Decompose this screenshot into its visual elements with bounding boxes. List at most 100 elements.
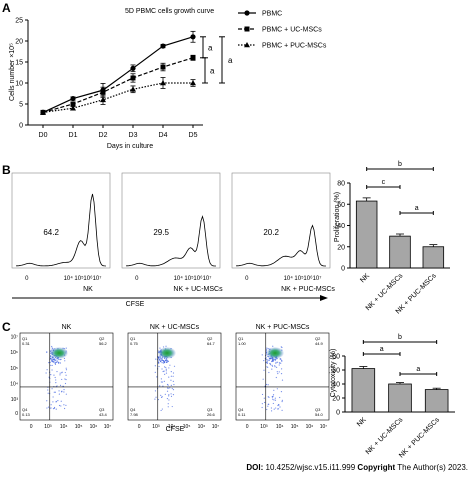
dotplot-point (280, 390, 283, 393)
dotplot-point (59, 362, 62, 364)
dotplot-point (56, 385, 58, 387)
dotplot-point (53, 407, 55, 409)
dotplot-point (65, 393, 67, 395)
dotplot-point (281, 409, 283, 411)
growth-data-point (100, 89, 106, 95)
dotplot-point (165, 370, 167, 372)
histogram-x-tick-label: 0 (25, 276, 29, 282)
dotplot-point (167, 403, 169, 405)
dotplot-quadrant-label: Q4 (22, 407, 28, 412)
dotplot-point (167, 406, 169, 408)
dotplot-point (54, 363, 57, 365)
histogram-x-tick-label: 10⁶ (303, 275, 313, 282)
dotplot-point (167, 387, 169, 389)
dotplot-point (56, 370, 58, 373)
legend-label: PBMC + UC-MSCs (262, 27, 322, 34)
bar-significance-label: a (416, 366, 420, 373)
dotplot-point (274, 399, 277, 401)
dotplot-point (277, 372, 279, 375)
dotplot-point (54, 359, 56, 362)
dotplot-point (61, 372, 63, 374)
dotplot-point (270, 410, 273, 412)
dotplot-point (46, 351, 48, 353)
dotplot-point (158, 365, 160, 368)
dotplot-point (272, 359, 274, 361)
growth-y-tick-label: 0 (19, 123, 23, 130)
dotplot-point (59, 384, 62, 386)
dotplot-point (264, 385, 266, 387)
dotplot-point (263, 369, 265, 371)
cytotoxicity-ylabel: Cytotoxicity (%) (330, 349, 337, 398)
dotplot-point (52, 401, 54, 403)
histogram-percentage: 64.2 (43, 228, 59, 237)
dotplot-point (167, 384, 169, 386)
histogram-x-tick-label: 10⁵ (294, 275, 304, 282)
dotplot-point (53, 374, 55, 376)
growth-x-tick-label: D5 (189, 132, 198, 139)
dotplot-point (60, 391, 63, 393)
footer-doi-label: DOI: (246, 463, 264, 472)
dotplot-point (170, 375, 172, 377)
dotplot-point (64, 382, 67, 385)
dotplot-point (266, 359, 269, 361)
bar (422, 246, 445, 269)
growth-curve-ylabel: Cells number ×10⁵ (9, 43, 16, 101)
dotplot-x-tick-label: 0 (138, 424, 141, 430)
dotplot-point (164, 373, 166, 375)
dotplot-point (277, 404, 279, 407)
bar-significance-label: a (380, 346, 384, 353)
dotplot-point (268, 357, 270, 360)
dotplot-density (158, 347, 177, 360)
dotplot-point (279, 396, 281, 399)
histogram-x-tick-label: 10⁴ (64, 275, 74, 282)
dotplot-point (64, 360, 66, 362)
dotplot-point (172, 389, 175, 391)
dotplot-point (50, 364, 52, 366)
bar-category-label: NK + UC-MSCs (365, 416, 405, 456)
dotplot-point (261, 393, 264, 396)
growth-x-tick-label: D4 (159, 132, 168, 139)
dotplot-point (63, 357, 66, 360)
growth-data-point (130, 65, 136, 71)
dotplot-point (162, 385, 164, 387)
bar (389, 235, 411, 269)
dotplot-point (160, 360, 162, 363)
dotplot-point (266, 408, 268, 411)
dotplot-point (58, 390, 60, 392)
dotplot-point (58, 404, 61, 407)
dotplot-point (50, 407, 52, 409)
dotplot-point (65, 367, 67, 369)
dotplot-point (59, 374, 61, 376)
dotplot-point (263, 359, 265, 362)
dotplot-point (265, 349, 268, 351)
dotplot-x-tick-label: 10³ (44, 424, 52, 430)
dotplot-point (154, 365, 156, 367)
dotplot-y-tick-label: 10⁵ (10, 366, 18, 372)
dotplot-point (156, 376, 158, 378)
dotplot-point (155, 396, 157, 398)
dotplot-point (55, 408, 57, 410)
dotplot-point (276, 371, 278, 373)
dotplot-point (165, 366, 167, 369)
dotplot-x-tick-label: 10⁴ (60, 424, 68, 430)
proliferation-ylabel: Proliferation (%) (334, 192, 341, 242)
dotplot-point (168, 394, 170, 396)
bar (355, 200, 378, 269)
dotplot-point (266, 362, 268, 364)
dotplot-point (273, 399, 275, 401)
dotplot-point (172, 380, 174, 382)
dotplot-quadrant-label: 0.75 (130, 341, 139, 346)
dotplot-point (278, 362, 281, 364)
dotplot-point (279, 358, 282, 360)
dotplot-point (170, 395, 173, 397)
dotplot-point (165, 372, 168, 374)
dotplot-point (63, 391, 65, 393)
dotplot-point (65, 369, 68, 371)
histogram-frame (231, 172, 331, 269)
panel-a-letter: A (2, 1, 11, 15)
dotplot-point (275, 361, 277, 363)
dotplot-point (154, 398, 156, 400)
bar-y-tick-label: 20 (332, 396, 340, 403)
dotplot-x-tick-label: 10⁷ (104, 424, 112, 430)
dotplot-point (56, 361, 58, 363)
